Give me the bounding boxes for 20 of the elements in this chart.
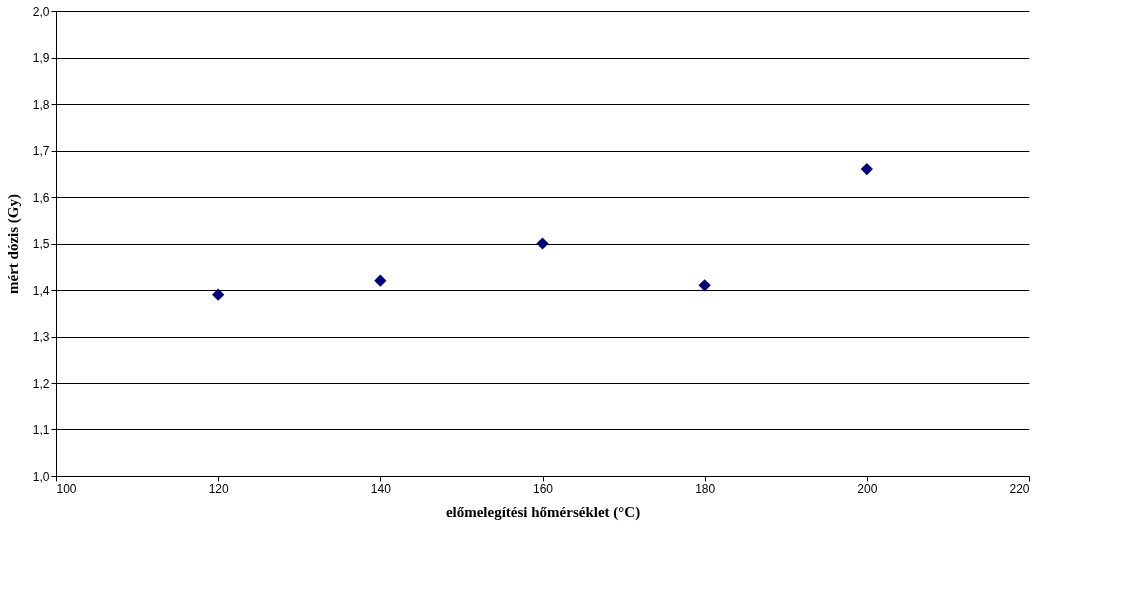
y-tick-label: 1,8 <box>32 97 50 112</box>
y-tick-label: 2,0 <box>32 4 50 19</box>
y-axis-title: mért dózis (Gy) <box>4 194 22 294</box>
x-tick-label: 200 <box>857 481 878 496</box>
y-tick-label: 1,6 <box>32 190 50 205</box>
y-tick-label: 1,0 <box>32 469 50 484</box>
y-tick-label: 1,3 <box>32 330 50 344</box>
x-tick-label: 140 <box>370 481 392 496</box>
y-tick-label: 1,4 <box>32 283 50 298</box>
x-tick-label: 220 <box>1009 481 1030 496</box>
y-tick-label: 1,9 <box>32 51 50 65</box>
x-tick-label: 120 <box>208 481 229 496</box>
x-tick-label: 160 <box>532 481 554 496</box>
y-tick-label: 1,1 <box>32 423 50 437</box>
y-tick-label: 1,7 <box>32 144 50 158</box>
x-axis-title: előmelegítési hőmérséklet (°C) <box>445 503 641 521</box>
x-tick-label: 180 <box>695 481 716 496</box>
y-tick-label: 1,5 <box>32 237 50 251</box>
x-tick-label: 100 <box>56 481 77 496</box>
y-tick-label: 1,2 <box>32 376 50 391</box>
